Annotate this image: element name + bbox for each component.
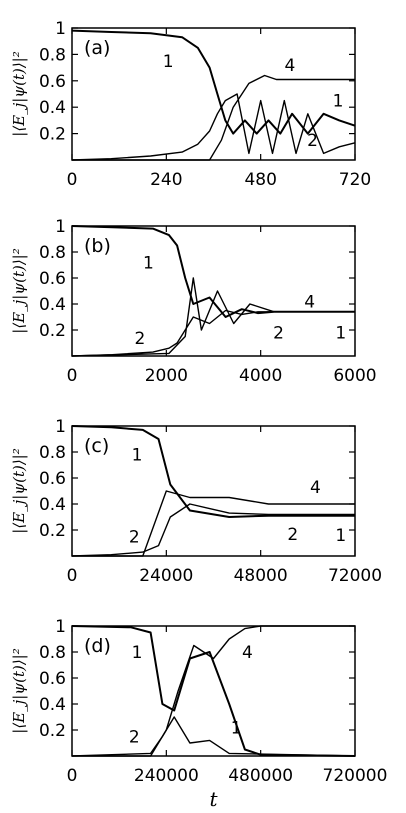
series-annotation: 1 <box>335 526 346 546</box>
y-tick-label: 0.8 <box>39 45 66 65</box>
panel-c: 0 24000 48000 72000 0.2 0.4 0.6 0.8 1 (c) 1 2 4 2 1 |⟨E… <box>10 417 382 586</box>
panel-label: (b) <box>84 235 111 257</box>
series-annotation: 1 <box>335 324 346 344</box>
series-line-4 <box>72 491 355 556</box>
x-tick-label: 0 <box>67 566 78 586</box>
series-annotation: 2 <box>135 329 146 349</box>
series-annotation: 4 <box>242 643 253 663</box>
series-annotation: 4 <box>284 56 295 76</box>
series-annotation: 1 <box>132 446 143 466</box>
x-tick-label: 720 <box>339 170 371 190</box>
y-tick-label: 0.6 <box>39 72 66 92</box>
series-annotation: 4 <box>310 478 321 498</box>
y-tick-label: 0.4 <box>39 98 66 118</box>
y-tick-label: 1 <box>55 617 66 637</box>
x-tick-label: 2000 <box>145 366 188 386</box>
series-line-2 <box>72 504 355 556</box>
y-axis-label: |⟨E_j|ψ(t)⟩|² <box>10 248 28 333</box>
series-line-4 <box>72 278 355 356</box>
x-tick-label: 48000 <box>234 566 288 586</box>
y-axis-label: |⟨E_j|ψ(t)⟩|² <box>10 648 28 733</box>
x-tick-label: 480 <box>244 170 276 190</box>
panel-a: 0 240 480 7200.20.40.60.81(a)1 412|⟨E_j|ψ(t)… <box>10 19 371 190</box>
x-tick-label: 24000 <box>139 566 193 586</box>
y-tick-label: 0.8 <box>39 443 66 463</box>
panel-label: (c) <box>84 435 109 457</box>
y-tick-label: 0.6 <box>39 469 66 489</box>
y-tick-label: 0.6 <box>39 269 66 289</box>
series-line-1 <box>72 31 355 134</box>
y-tick-label: 1 <box>55 417 66 437</box>
y-tick-label: 0.6 <box>39 669 66 689</box>
y-tick-label: 0.4 <box>39 295 66 315</box>
series-line-2 <box>72 717 355 756</box>
series-line-2 <box>72 311 355 357</box>
x-tick-label: 240 <box>150 170 182 190</box>
y-tick-label: 0.4 <box>39 495 66 515</box>
y-tick-label: 0.8 <box>39 243 66 263</box>
series-annotation: 1 <box>163 52 174 72</box>
x-tick-label: 0 <box>67 766 78 786</box>
x-tick-label: 480000 <box>228 766 293 786</box>
panel-label: (d) <box>84 635 111 657</box>
x-tick-label: 0 <box>67 170 78 190</box>
x-axis-label: t <box>209 787 218 811</box>
series-annotation: 1 <box>231 718 242 738</box>
x-tick-label: 72000 <box>328 566 382 586</box>
series-annotation: 2 <box>129 528 140 548</box>
y-tick-label: 1 <box>55 19 66 39</box>
y-tick-label: 0.2 <box>39 125 66 145</box>
y-tick-label: 0.2 <box>39 321 66 341</box>
x-tick-label: 4000 <box>239 366 282 386</box>
panel-label: (a) <box>84 37 110 59</box>
plot-frame <box>72 626 355 756</box>
x-tick-label: 720000 <box>323 766 388 786</box>
y-tick-label: 0.8 <box>39 643 66 663</box>
y-axis-label: |⟨E_j|ψ(t)⟩|² <box>10 51 28 136</box>
x-tick-label: 6000 <box>333 366 376 386</box>
y-tick-label: 0.4 <box>39 695 66 715</box>
x-tick-label: 0 <box>67 366 78 386</box>
series-annotation: 2 <box>129 728 140 748</box>
series-annotation: 2 <box>273 324 284 344</box>
series-annotation: 2 <box>287 525 298 545</box>
y-tick-label: 0.2 <box>39 721 66 741</box>
y-tick-label: 1 <box>55 217 66 237</box>
panel-d: 0 240000 480000 720000 0.2 0.4 0.6 0.8 1 (d) 1 4 2 1 |… <box>10 617 387 811</box>
series-annotation: 1 <box>333 92 344 112</box>
y-tick-label: 0.2 <box>39 521 66 541</box>
plot-frame <box>72 226 355 356</box>
series-line-1 <box>72 626 355 756</box>
y-axis-label: |⟨E_j|ψ(t)⟩|² <box>10 448 28 533</box>
series-annotation: 1 <box>143 253 154 273</box>
series-annotation: 4 <box>304 292 315 312</box>
series-annotation: 1 <box>132 643 143 663</box>
series-line-4 <box>72 626 355 756</box>
series-annotation: 2 <box>307 131 318 151</box>
x-tick-label: 240000 <box>134 766 199 786</box>
